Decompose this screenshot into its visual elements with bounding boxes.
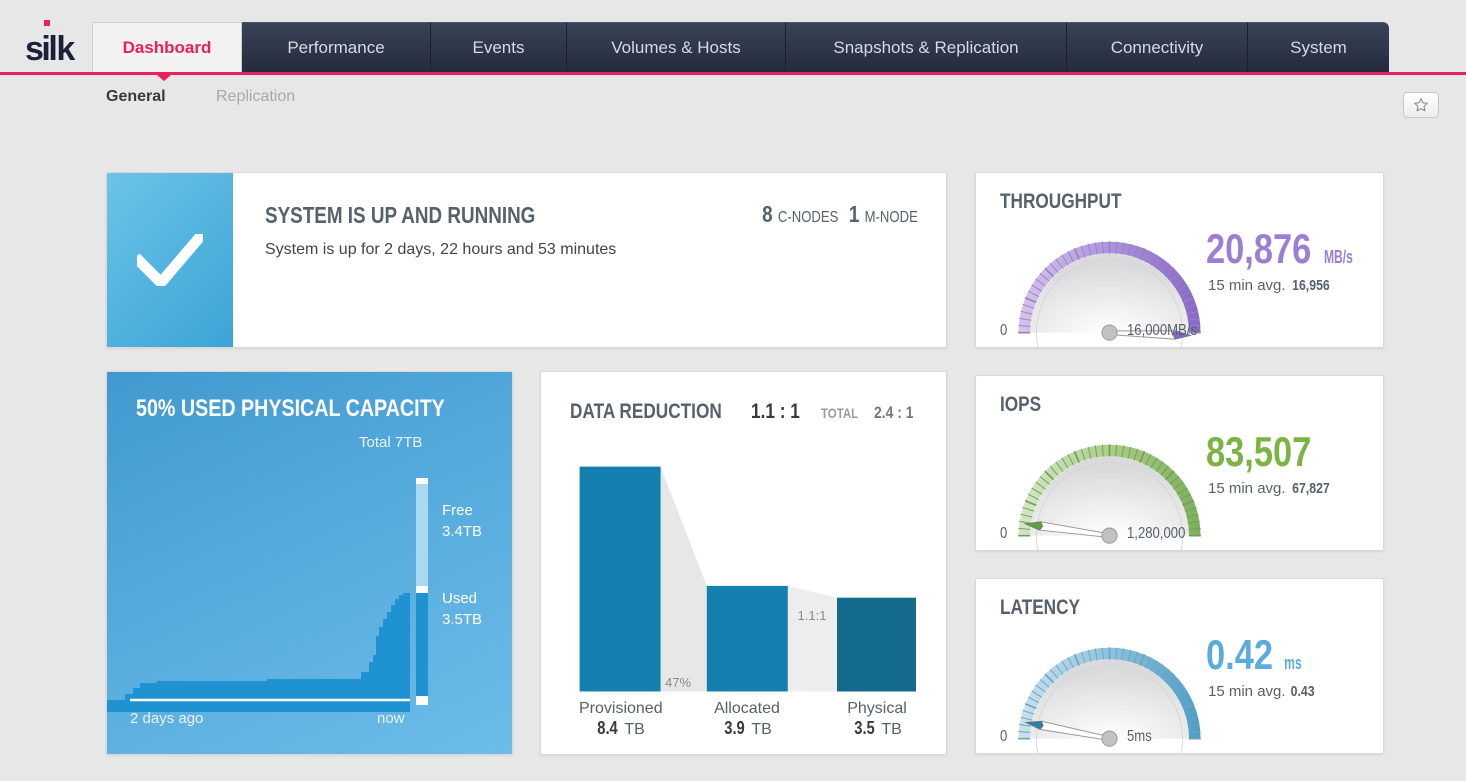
svg-text:1.1:1: 1.1:1 (798, 608, 827, 623)
svg-text:47%: 47% (665, 675, 691, 690)
